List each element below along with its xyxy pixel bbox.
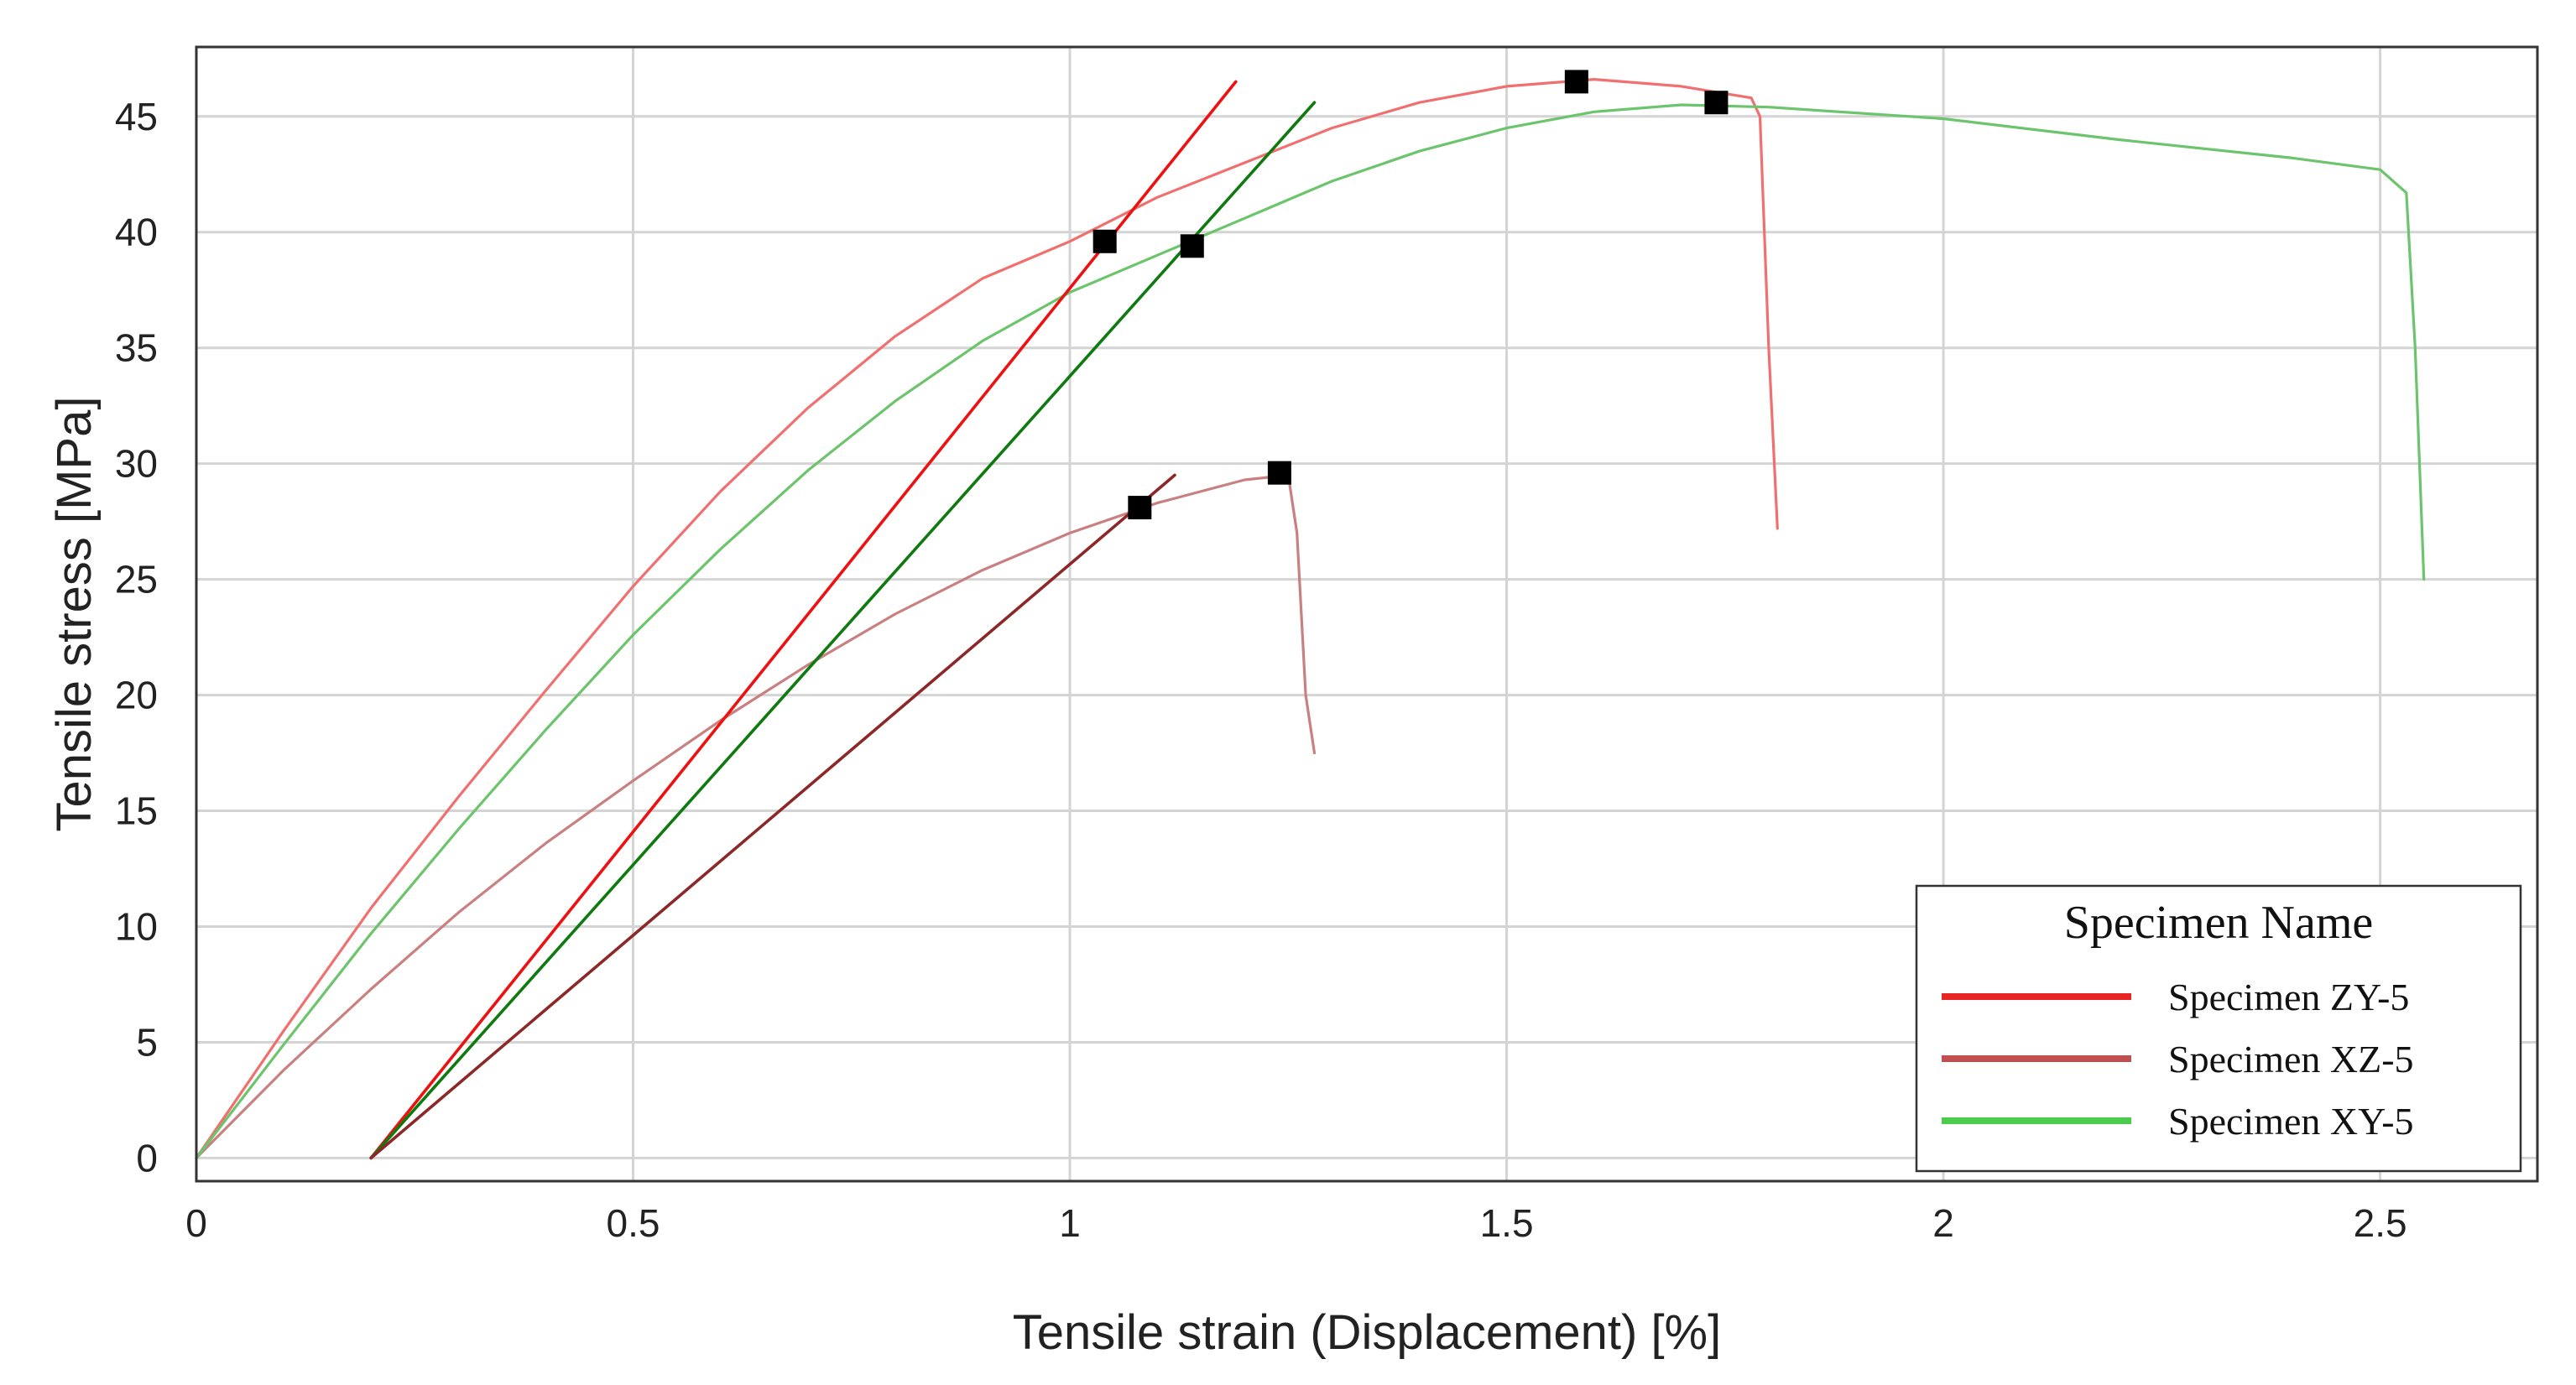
plot-frame xyxy=(195,45,2539,1183)
data-marker xyxy=(1180,234,1204,258)
modulus-fit-line xyxy=(369,101,1317,1160)
y-tick-label: 0 xyxy=(136,1136,158,1179)
data-marker xyxy=(1267,461,1291,485)
y-tick-label: 20 xyxy=(115,674,158,717)
y-tick-label: 5 xyxy=(136,1020,158,1064)
series-line xyxy=(195,473,1317,1159)
tick-labels: 0 0.5 1 1.5 2 2.5 0 5 10 15 20 25 30 35 40 45 xyxy=(115,95,2407,1245)
modulus-fit-line xyxy=(369,473,1176,1160)
x-axis-label: Tensile strain (Displacement) [%] xyxy=(1013,1305,1722,1360)
y-tick-label: 35 xyxy=(115,326,158,370)
y-tick-label: 30 xyxy=(115,442,158,486)
y-tick-label: 25 xyxy=(115,558,158,601)
data-marker xyxy=(1564,70,1588,94)
data-marker xyxy=(1092,229,1117,253)
legend-item-label: Specimen XZ-5 xyxy=(2168,1038,2414,1080)
y-axis-label: Tensile stress [MPa] xyxy=(47,397,102,832)
y-tick-label: 40 xyxy=(115,211,158,254)
y-tick-label: 10 xyxy=(115,904,158,948)
x-tick-label: 2 xyxy=(1932,1201,1954,1245)
modulus-fit-line xyxy=(369,80,1238,1160)
data-marker xyxy=(1128,496,1152,520)
y-tick-label: 15 xyxy=(115,789,158,833)
x-tick-label: 0 xyxy=(185,1201,207,1245)
legend-item-label: Specimen ZY-5 xyxy=(2168,976,2409,1018)
y-tick-label: 45 xyxy=(115,95,158,138)
grid-lines xyxy=(195,47,2537,1181)
x-tick-label: 1 xyxy=(1059,1201,1081,1245)
data-marker xyxy=(1704,91,1729,115)
x-tick-label: 2.5 xyxy=(2354,1201,2407,1245)
legend-title: Specimen Name xyxy=(2064,897,2374,949)
x-tick-label: 0.5 xyxy=(607,1201,660,1245)
data-markers xyxy=(1092,70,1729,520)
x-tick-label: 1.5 xyxy=(1480,1201,1534,1245)
legend: Specimen Name Specimen ZY-5 Specimen XZ-5… xyxy=(1915,884,2522,1173)
legend-item-label: Specimen XY-5 xyxy=(2168,1100,2414,1143)
series-line xyxy=(195,103,2426,1159)
data-series xyxy=(195,78,2426,1160)
